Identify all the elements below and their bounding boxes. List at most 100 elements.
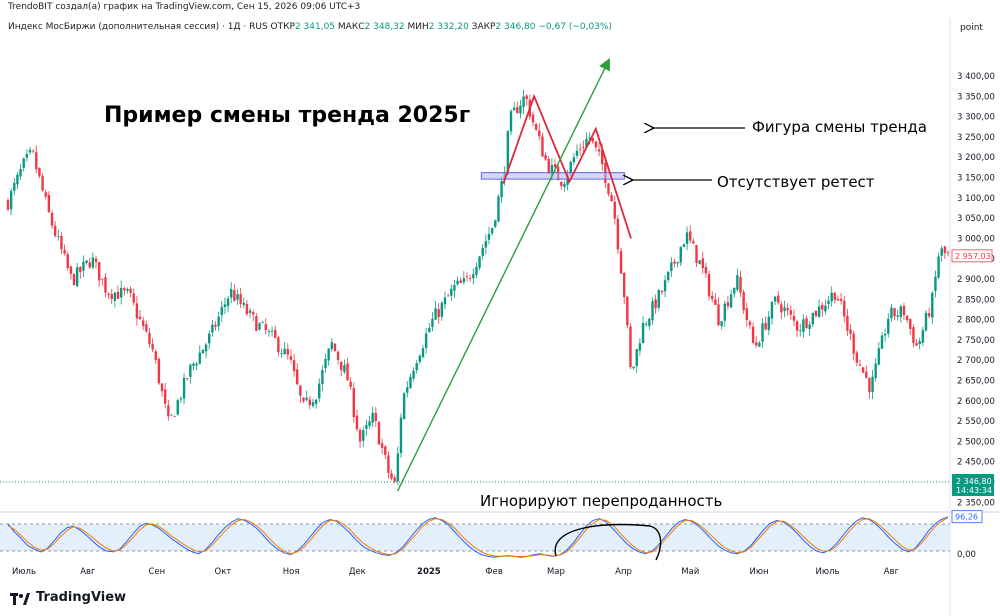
svg-text:14:43:34: 14:43:34 — [956, 486, 992, 495]
candle — [695, 244, 698, 268]
candle — [560, 181, 563, 190]
candle — [855, 350, 859, 367]
candle — [494, 219, 497, 229]
candle — [384, 445, 387, 460]
ohlc-legend: Индекс МосБиржи (дополнительная сессия) … — [8, 22, 612, 32]
candle — [858, 359, 862, 367]
candle — [698, 260, 701, 265]
price-tick-label: 3 250,00 — [957, 133, 995, 143]
candle — [839, 293, 843, 305]
candle — [220, 300, 223, 323]
candle — [377, 420, 381, 445]
candle — [141, 316, 145, 331]
trend-group — [397, 57, 610, 492]
time-tick-label: Авг — [884, 567, 900, 577]
candle — [44, 189, 47, 200]
candle — [362, 426, 365, 448]
candle — [57, 229, 60, 241]
candle — [755, 336, 758, 348]
candle — [670, 257, 673, 278]
candle — [509, 109, 513, 136]
candle — [321, 365, 324, 392]
tradingview-logo-icon — [10, 592, 30, 605]
candle — [421, 345, 425, 359]
candle — [453, 279, 456, 298]
candle — [918, 337, 921, 350]
candle — [890, 304, 893, 322]
candle — [673, 258, 676, 268]
candle — [299, 384, 302, 403]
candle — [717, 297, 720, 327]
candle — [830, 286, 833, 307]
candle — [252, 309, 255, 322]
annotation-title: Пример смены тренда 2025г — [104, 103, 471, 128]
svg-text:2 346,80: 2 346,80 — [956, 477, 992, 486]
candle — [720, 320, 723, 330]
candle — [773, 295, 777, 306]
candle — [333, 343, 337, 352]
candle — [261, 320, 264, 324]
candle — [736, 268, 739, 292]
candle — [340, 361, 343, 377]
candle — [201, 349, 205, 354]
candle — [107, 292, 110, 300]
price-tick-label: 2 350,00 — [957, 498, 995, 508]
candle — [877, 342, 881, 366]
candle — [934, 270, 937, 298]
candle — [302, 397, 305, 404]
candle — [726, 295, 730, 310]
candle — [91, 252, 95, 270]
candle — [880, 331, 884, 349]
candle — [575, 144, 579, 159]
candle — [792, 309, 796, 327]
candle — [13, 178, 16, 196]
candle — [635, 348, 638, 373]
axis-unit-label[interactable]: point — [960, 23, 983, 33]
oversold-ellipse — [554, 523, 662, 561]
candle — [739, 270, 742, 298]
candle — [198, 345, 201, 365]
candle — [685, 226, 689, 251]
candle — [123, 286, 126, 296]
candle — [852, 330, 855, 361]
tradingview-logo[interactable]: TradingView — [10, 590, 126, 605]
candle — [931, 290, 934, 324]
candle — [16, 171, 19, 190]
candle — [597, 142, 601, 157]
price-axis[interactable]: 3 400,00 3 350,00 3 300,00 3 250,00 3 200,00… — [957, 72, 995, 508]
candle — [915, 339, 918, 346]
candle — [434, 301, 437, 320]
annotation-oversold: Игнорируют перепроданность — [480, 492, 723, 510]
candle — [446, 293, 450, 297]
time-tick-label: Ноя — [283, 567, 300, 577]
time-axis[interactable]: Июль Авг Сен Окт Ноя Дек 2025 Фев Мар Апр Май Июн Ию… — [12, 567, 900, 577]
candle — [406, 380, 409, 398]
candle — [450, 284, 453, 301]
candle — [443, 291, 447, 310]
candle — [594, 141, 598, 152]
candle — [409, 373, 412, 389]
candle — [233, 284, 236, 302]
candle — [135, 296, 139, 326]
candle — [644, 321, 648, 327]
pattern-group — [502, 93, 632, 239]
candle — [349, 376, 352, 390]
candle — [519, 99, 522, 119]
candle — [865, 365, 868, 380]
candle — [534, 122, 538, 132]
candle — [63, 244, 66, 256]
candle — [745, 302, 748, 327]
candle — [789, 305, 793, 320]
oscillator-tick-label: 0,00 — [957, 550, 976, 560]
candle — [912, 324, 915, 348]
candle — [572, 153, 576, 166]
candle — [692, 238, 695, 244]
candle — [431, 312, 434, 332]
candle — [465, 272, 469, 282]
candle — [799, 323, 802, 337]
candle — [610, 192, 613, 202]
candle — [151, 338, 154, 353]
